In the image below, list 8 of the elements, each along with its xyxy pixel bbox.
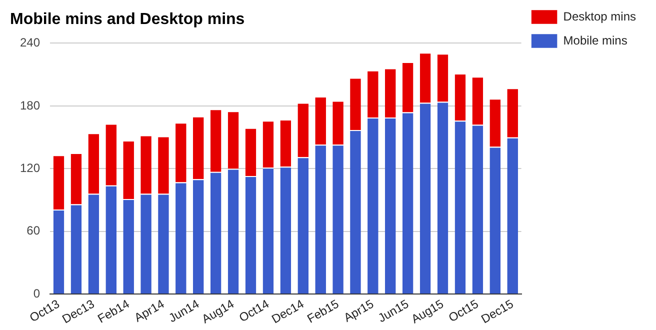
y-tick-label: 60 xyxy=(26,224,40,238)
chart-title: Mobile mins and Desktop mins xyxy=(10,11,245,28)
legend-label: Mobile mins xyxy=(563,33,628,48)
legend-label: Desktop mins xyxy=(563,9,636,24)
y-tick-label: 0 xyxy=(33,286,40,300)
y-tick-label: 120 xyxy=(20,161,40,175)
y-tick-label: 240 xyxy=(20,36,40,50)
y-tick-label: 180 xyxy=(20,98,40,112)
